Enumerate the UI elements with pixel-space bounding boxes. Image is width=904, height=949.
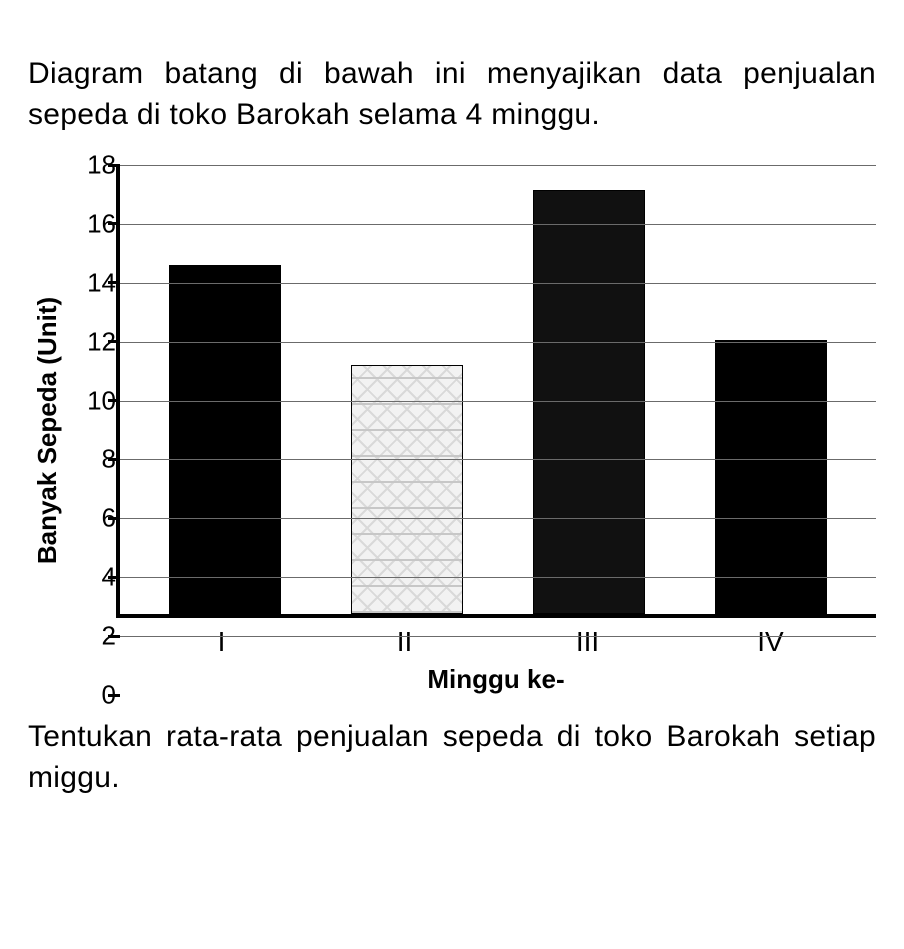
bar-I (169, 265, 282, 614)
y-tick-mark (108, 399, 120, 402)
intro-text: Diagram batang di bawah ini menyajikan d… (28, 54, 876, 135)
y-tick-mark (108, 340, 120, 343)
y-axis-label: Banyak Sepeda (Unit) (33, 296, 64, 563)
plot-area (116, 165, 876, 618)
x-tick-label: I (130, 626, 313, 658)
grid-line (120, 636, 876, 637)
y-tick-mark (108, 222, 120, 225)
y-tick-mark (108, 164, 120, 167)
y-tick-mark (108, 458, 120, 461)
grid-line (120, 224, 876, 225)
grid-line (120, 342, 876, 343)
y-tick-mark (108, 281, 120, 284)
outro-text: Tentukan rata-rata penjualan sepeda di t… (28, 717, 876, 798)
x-axis-label: Minggu ke- (116, 664, 876, 695)
grid-line (120, 577, 876, 578)
x-tick-label: III (496, 626, 679, 658)
bar-chart: Banyak Sepeda (Unit) 024681012141618 III… (28, 165, 876, 695)
grid-line (120, 165, 876, 166)
grid-line (120, 283, 876, 284)
y-tick-mark (108, 576, 120, 579)
bar-III (533, 190, 646, 614)
bar-IV (715, 340, 828, 614)
bars-layer (120, 165, 876, 614)
grid-line (120, 518, 876, 519)
grid-line (120, 459, 876, 460)
grid-line (120, 401, 876, 402)
y-tick-mark (108, 517, 120, 520)
y-tick-mark (108, 635, 120, 638)
y-tick-mark (108, 694, 120, 697)
x-tick-label: IV (679, 626, 862, 658)
x-tick-labels: IIIIIIIV (116, 618, 876, 658)
y-tick-labels: 024681012141618 (68, 165, 116, 695)
x-tick-label: II (313, 626, 496, 658)
